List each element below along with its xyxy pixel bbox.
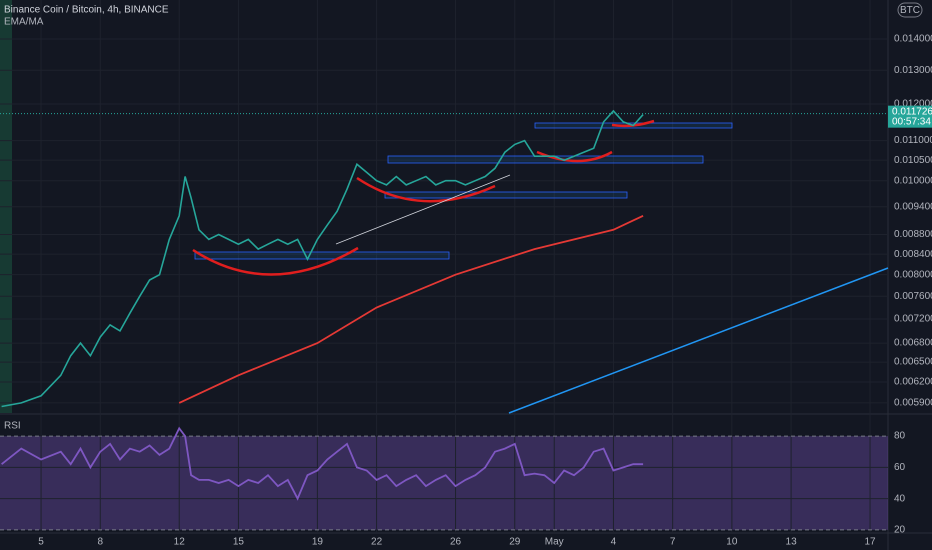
currency-text: BTC [900,5,920,16]
arc-drawing [536,150,613,163]
arc-drawing [356,176,496,203]
countdown-label: 00:57:34 [892,116,931,127]
y-tick-label: 0.008400 [894,249,932,260]
rsi-label: RSI [4,421,21,432]
x-tick-label: 19 [312,537,324,548]
y-tick-label: 0.008000 [894,269,932,280]
y-tick-label: 0.008800 [894,229,932,240]
currency-badge[interactable] [897,2,923,18]
x-tick-label: May [545,537,564,548]
y-tick-label: 0.009400 [894,201,932,212]
y-tick-label: 0.005900 [894,398,932,409]
y-tick-label: 0.012000 [894,99,932,110]
series-line [1,109,644,408]
y-tick-label: 0.007200 [894,314,932,325]
indicator-label: EMA/MA [4,17,44,28]
zone-box [384,191,628,199]
x-tick-label: 10 [726,537,738,548]
y-tick-label: 0.010000 [894,175,932,186]
x-tick-label: 8 [97,537,103,548]
grid [0,0,888,533]
chart-title: Binance Coin / Bitcoin, 4h, BINANCE [4,5,169,16]
y-tick-label: 0.011000 [894,135,932,146]
x-tick-label: 22 [371,537,383,548]
x-tick-label: 15 [233,537,245,548]
x-tick-label: 7 [670,537,676,548]
y-tick-label: 80 [894,431,906,442]
y-tick-label: 40 [894,493,906,504]
last-price-box [888,105,932,128]
y-tick-label: 0.007600 [894,291,932,302]
rsi-pane [0,415,888,533]
y-tick-label: 60 [894,462,906,473]
rsi-band [0,436,888,530]
zone-box [387,155,704,164]
y-tick-label: 20 [894,525,906,536]
series-line [178,214,644,404]
x-tick-label: 26 [450,537,462,548]
y-tick-label: 0.010500 [894,155,932,166]
trend-line [335,174,511,245]
y-tick-label: 0.014000 [894,34,932,45]
y-tick-label: 0.006500 [894,357,932,368]
x-tick-label: 17 [864,537,876,548]
marks [0,109,888,501]
y-tick-label: 0.013000 [894,65,932,76]
series-line [1,426,644,501]
trend-line [508,267,889,414]
y-tick-label: 0.006800 [894,338,932,349]
x-tick-label: 29 [509,537,521,548]
arc-drawing [192,246,359,276]
x-tick-label: 4 [611,537,617,548]
x-tick-label: 13 [786,537,798,548]
x-tick-label: 12 [174,537,186,548]
last-price-label: 0.011726 [892,106,932,117]
zone-box [194,251,450,260]
y-tick-label: 0.006200 [894,377,932,388]
x-tick-label: 5 [38,537,44,548]
